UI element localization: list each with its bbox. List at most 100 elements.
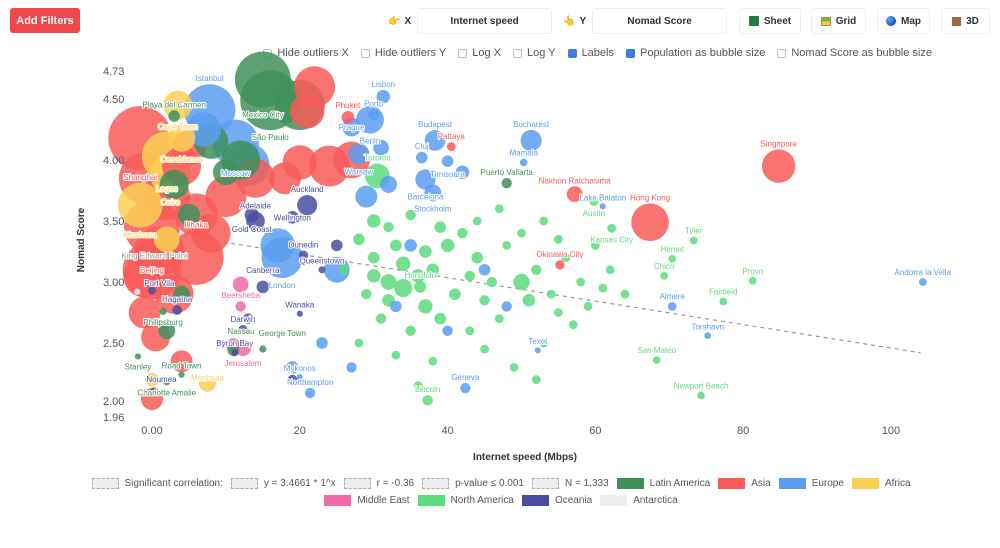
x-axis-dropdown[interactable]: Internet speed	[417, 8, 553, 34]
checkbox[interactable]	[513, 48, 522, 58]
data-point	[440, 238, 455, 253]
data-point	[380, 274, 397, 290]
3d-label: 3D	[966, 15, 979, 27]
option-nomad-score-as-bubble-size[interactable]: Nomad Score as bubble size	[777, 47, 932, 59]
checkbox[interactable]	[567, 48, 577, 58]
data-point	[583, 302, 593, 311]
data-point	[501, 301, 512, 312]
legend-item[interactable]: Latin America	[616, 478, 711, 489]
data-point	[517, 228, 526, 238]
legend-label: Asia	[751, 478, 771, 489]
city-label: Queenstown	[300, 256, 345, 265]
city-bubble	[234, 51, 291, 108]
city-label: Mykonos	[284, 364, 316, 373]
legend-item[interactable]: Middle East	[324, 495, 410, 506]
data-point	[531, 375, 541, 384]
data-point	[522, 294, 536, 307]
city-label: Fairfield	[709, 288, 737, 297]
city-label: Jerusalem	[224, 359, 261, 368]
data-point	[316, 337, 328, 349]
city-label: Wellington	[274, 213, 311, 222]
3d-button[interactable]: 3D	[941, 8, 990, 34]
pointing-right-icon: 👉	[388, 15, 401, 27]
data-point	[353, 233, 365, 246]
data-point	[605, 265, 615, 275]
legend-item[interactable]: Asia	[718, 478, 771, 489]
checkbox[interactable]	[458, 48, 468, 58]
city-label: Almere	[660, 292, 686, 301]
city-bubble	[244, 207, 259, 223]
legend-item[interactable]: Europe	[778, 478, 844, 489]
option-hide-outliers-y[interactable]: Hide outliers Y	[360, 47, 446, 59]
city-bubble	[446, 142, 456, 151]
city-bubble	[259, 345, 267, 353]
city-label: London	[269, 281, 296, 290]
city-bubble	[148, 286, 156, 295]
checkbox[interactable]	[360, 48, 370, 58]
city-label: Warsaw	[345, 167, 374, 176]
city-label: Toronto	[364, 154, 391, 163]
data-point	[426, 263, 440, 277]
data-point	[494, 204, 504, 214]
legend-label: Latin America	[649, 478, 711, 489]
data-point	[191, 213, 231, 253]
x-axis-title: Internet speed (Mbps)	[473, 452, 577, 463]
data-point	[396, 256, 411, 271]
data-point	[286, 361, 299, 374]
data-point	[464, 270, 475, 282]
option-labels[interactable]: Labels	[567, 47, 614, 59]
map-button[interactable]: Map	[877, 8, 930, 34]
checkbox[interactable]	[777, 48, 787, 58]
city-label: Timisoara	[430, 170, 465, 179]
data-point	[260, 228, 295, 263]
y-axis-dropdown[interactable]: Nomad Score	[592, 8, 728, 34]
data-point	[153, 226, 180, 253]
city-label: Hong Kong	[630, 193, 670, 202]
y-tick-label: 2.00	[103, 396, 124, 408]
x-tick-label: 0.00	[141, 425, 162, 437]
city-label: Prague	[339, 123, 365, 132]
city-label: Casablanca	[160, 155, 203, 164]
legend-swatch	[324, 495, 352, 506]
legend-item[interactable]: North America	[417, 495, 514, 506]
city-bubble	[348, 143, 370, 165]
city-bubble	[501, 177, 512, 189]
city-bubble	[748, 276, 757, 285]
data-point	[373, 139, 389, 156]
option-log-x[interactable]: Log X	[458, 47, 501, 59]
pointing-up-icon: 👆	[563, 15, 576, 27]
option-population-as-bubble-size[interactable]: Population as bubble size	[625, 47, 765, 59]
globe-icon	[886, 16, 896, 26]
data-point	[205, 176, 247, 218]
city-bubble	[414, 280, 427, 293]
checkbox[interactable]	[625, 48, 635, 58]
data-point	[367, 251, 380, 264]
city-bubble	[286, 211, 299, 224]
city-label: Pattaya	[438, 132, 466, 141]
data-point	[419, 245, 432, 258]
data-point	[465, 326, 475, 336]
city-bubble	[415, 151, 428, 164]
sheet-button[interactable]: Sheet	[739, 8, 801, 34]
grid-button[interactable]: Grid	[811, 8, 866, 34]
city-label: Mexico City	[242, 110, 283, 119]
legend-label: Africa	[884, 478, 911, 489]
option-log-y[interactable]: Log Y	[513, 47, 556, 59]
city-bubble	[163, 378, 171, 386]
city-label: Road Town	[162, 362, 202, 371]
legend-item[interactable]: Africa	[851, 478, 911, 489]
legend-item[interactable]: Antarctica	[600, 495, 678, 506]
data-point	[390, 239, 402, 252]
legend-item[interactable]: Oceania	[521, 495, 592, 506]
add-filters-button[interactable]: Add Filters	[10, 8, 80, 33]
city-label: Kansas City	[590, 236, 633, 245]
data-point	[354, 338, 364, 348]
city-label: Porto	[364, 99, 384, 108]
city-label: Torshavn	[691, 322, 723, 331]
city-label: Mamaia	[509, 149, 538, 158]
data-point	[361, 289, 372, 300]
data-point	[434, 312, 446, 325]
data-point	[394, 279, 413, 298]
city-label: Stanley	[125, 363, 152, 372]
city-label: Singapore	[760, 139, 797, 148]
